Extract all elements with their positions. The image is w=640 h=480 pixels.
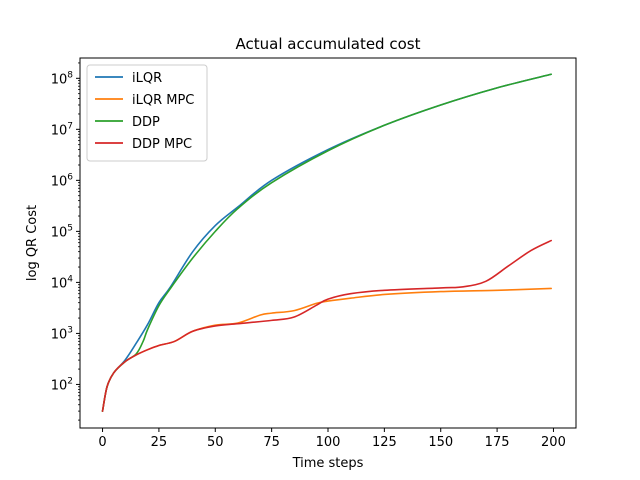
- x-tick-label: 25: [151, 435, 168, 450]
- y-tick-base: 10: [51, 174, 68, 189]
- legend-box: [86, 64, 208, 162]
- y-tick-exponent: 6: [67, 172, 73, 182]
- y-tick-base: 10: [51, 225, 68, 240]
- legend-label: DDP: [132, 115, 160, 130]
- x-tick-label: 75: [263, 435, 280, 450]
- legend-label: iLQR: [132, 71, 162, 86]
- y-tick-label: 104: [51, 274, 74, 291]
- y-tick-label: 105: [51, 223, 73, 240]
- y-tick-base: 10: [51, 378, 68, 393]
- y-tick-label: 103: [51, 325, 73, 342]
- chart-title: Actual accumulated cost: [236, 35, 421, 53]
- x-tick-label: 0: [98, 435, 106, 450]
- y-tick-exponent: 7: [67, 121, 73, 131]
- y-tick-exponent: 2: [67, 376, 73, 386]
- y-tick-exponent: 4: [67, 274, 73, 284]
- y-tick-base: 10: [51, 72, 68, 87]
- legend-label: iLQR MPC: [132, 93, 194, 108]
- x-axis: 0 25 50 75 100 125 150 175 200: [98, 428, 566, 450]
- x-axis-label: Time steps: [292, 456, 364, 471]
- y-tick-exponent: 5: [67, 223, 73, 233]
- x-tick-label: 175: [485, 435, 510, 450]
- x-tick-label: 200: [541, 435, 566, 450]
- x-tick-label: 125: [372, 435, 397, 450]
- x-tick-label: 150: [428, 435, 453, 450]
- y-tick-base: 10: [51, 327, 68, 342]
- series-line-ddp-mpc: [101, 239, 552, 412]
- y-tick-base: 10: [51, 276, 68, 291]
- y-tick-label: 106: [51, 172, 74, 189]
- y-tick-base: 10: [51, 123, 68, 138]
- y-tick-exponent: 3: [67, 325, 73, 335]
- y-axis-label: log QR Cost: [25, 205, 40, 281]
- y-tick-label: 108: [51, 70, 74, 87]
- x-tick-label: 100: [316, 435, 341, 450]
- y-tick-label: 107: [51, 121, 73, 138]
- x-tick-label: 50: [207, 435, 224, 450]
- legend-label: DDP MPC: [132, 137, 192, 152]
- legend: iLQR iLQR MPC DDP DDP MPC: [86, 64, 208, 162]
- y-tick-label: 102: [51, 376, 73, 393]
- y-tick-exponent: 8: [67, 70, 73, 80]
- plot-area: [101, 73, 552, 412]
